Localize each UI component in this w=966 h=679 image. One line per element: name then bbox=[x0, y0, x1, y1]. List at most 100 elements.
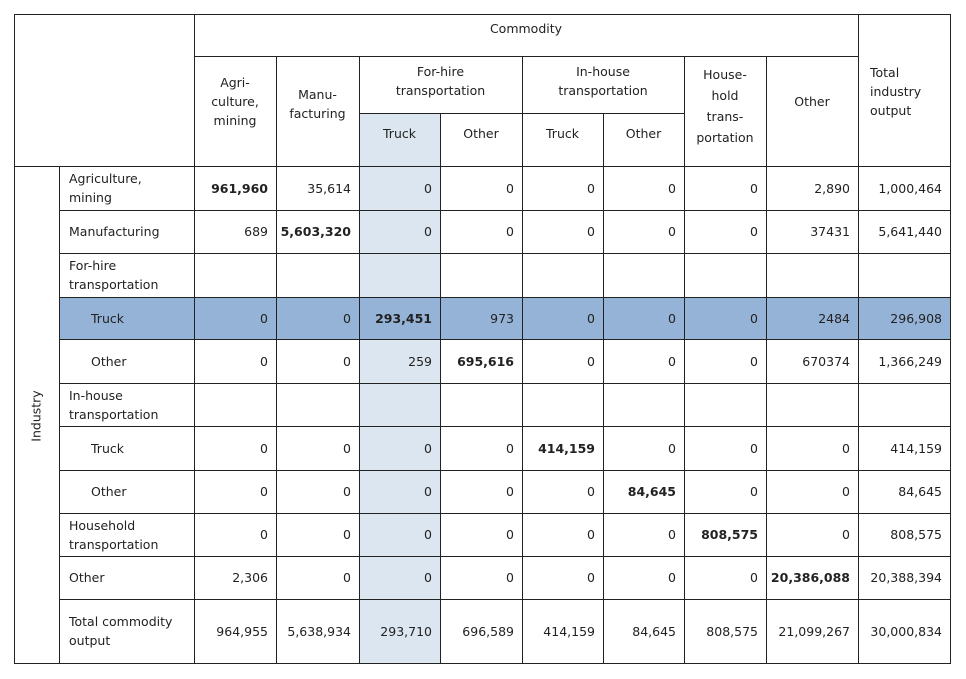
grid-line bbox=[359, 113, 684, 114]
table-cell: 0 bbox=[424, 484, 432, 499]
table-cell: 0 bbox=[668, 527, 676, 542]
table-cell: 0 bbox=[424, 570, 432, 585]
grid-line bbox=[14, 14, 15, 664]
table-cell: 808,575 bbox=[706, 623, 758, 639]
table-cell: 961,960 bbox=[211, 180, 268, 196]
table-cell: 0 bbox=[842, 440, 850, 456]
table-cell: 293,451 bbox=[375, 310, 432, 326]
table-cell: 695,616 bbox=[457, 353, 514, 369]
table-cell: 414,159 bbox=[543, 623, 595, 639]
table-cell: 0 bbox=[343, 440, 351, 456]
col-header-inhouse: In-house transportation bbox=[558, 63, 648, 98]
table-cell bbox=[194, 383, 276, 426]
subcol-inhouse-truck: Truck bbox=[546, 125, 579, 141]
table-cell: 973 bbox=[490, 310, 514, 326]
grid-line bbox=[59, 339, 951, 340]
table-cell: 0 bbox=[587, 484, 595, 499]
table-cell: 0 bbox=[506, 570, 514, 585]
table-cell: 0 bbox=[750, 440, 758, 456]
table-cell: 414,159 bbox=[538, 440, 595, 456]
table-cell: 2,890 bbox=[814, 180, 850, 196]
table-cell: 0 bbox=[587, 224, 595, 239]
table-cell bbox=[359, 383, 440, 426]
table-cell: 84,645 bbox=[632, 623, 676, 639]
table-cell: 30,000,834 bbox=[870, 623, 942, 639]
table-cell: 0 bbox=[668, 224, 676, 239]
table-cell: 5,638,934 bbox=[287, 623, 351, 639]
table-cell: 0 bbox=[750, 224, 758, 239]
col-header-other: Other bbox=[794, 93, 830, 109]
table-cell: 0 bbox=[750, 484, 758, 499]
highlight-row-forhire-truck bbox=[59, 297, 950, 339]
col-header-agri: Agri- culture, mining bbox=[211, 74, 259, 128]
row-label: Total commodity output bbox=[69, 614, 173, 648]
grid-line bbox=[194, 56, 858, 57]
table-cell: 0 bbox=[668, 353, 676, 369]
table-cell: 0 bbox=[842, 527, 850, 542]
industry-header: Industry bbox=[28, 390, 44, 442]
table-cell: 35,614 bbox=[307, 180, 351, 196]
table-cell bbox=[684, 383, 766, 426]
table-cell: 0 bbox=[343, 570, 351, 585]
grid-line bbox=[59, 426, 951, 427]
table-cell: 37431 bbox=[810, 224, 850, 239]
col-header-manu: Manu- facturing bbox=[289, 87, 346, 121]
table-cell: 696,589 bbox=[462, 623, 514, 639]
subcol-forhire-truck: Truck bbox=[383, 125, 416, 141]
table-cell: 0 bbox=[343, 310, 351, 326]
grid-line bbox=[766, 56, 767, 664]
table-cell: 0 bbox=[506, 484, 514, 499]
table-cell bbox=[603, 383, 684, 426]
table-cell bbox=[276, 253, 359, 297]
table-cell: 259 bbox=[408, 353, 432, 369]
row-label: In-house transportation bbox=[69, 387, 159, 422]
table-cell bbox=[440, 383, 522, 426]
grid-line bbox=[59, 470, 951, 471]
table-cell: 1,000,464 bbox=[878, 180, 942, 196]
table-cell bbox=[440, 253, 522, 297]
grid-line bbox=[276, 56, 277, 664]
table-cell: 0 bbox=[260, 310, 268, 326]
table-cell: 0 bbox=[424, 440, 432, 456]
grid-line bbox=[59, 210, 951, 211]
table-cell: 964,955 bbox=[216, 623, 268, 639]
table-cell bbox=[194, 253, 276, 297]
table-cell bbox=[766, 383, 858, 426]
highlight-column-forhire-truck bbox=[359, 113, 440, 664]
grid-line bbox=[14, 14, 951, 15]
table-cell: 0 bbox=[750, 180, 758, 196]
table-cell bbox=[858, 383, 950, 426]
subcol-forhire-other: Other bbox=[463, 125, 499, 141]
grid-line bbox=[440, 113, 441, 664]
table-cell: 0 bbox=[260, 440, 268, 456]
col-header-total: Total industry output bbox=[870, 64, 922, 118]
grid-line bbox=[59, 166, 60, 664]
table-cell: 2484 bbox=[818, 310, 850, 326]
table-cell: 808,575 bbox=[890, 527, 942, 542]
table-cell: 0 bbox=[750, 353, 758, 369]
table-cell: 84,645 bbox=[898, 484, 942, 499]
commodity-header: Commodity bbox=[489, 20, 563, 36]
table-cell: 670374 bbox=[802, 353, 850, 369]
grid-line bbox=[684, 56, 685, 664]
table-cell bbox=[858, 253, 950, 297]
table-cell: 0 bbox=[506, 440, 514, 456]
grid-line bbox=[59, 297, 951, 298]
table-cell: 0 bbox=[750, 570, 758, 585]
table-cell: 0 bbox=[424, 527, 432, 542]
table-cell: 689 bbox=[244, 224, 268, 239]
table-cell: 0 bbox=[587, 570, 595, 585]
grid-line bbox=[14, 166, 951, 167]
grid-line bbox=[59, 513, 951, 514]
table-cell: 0 bbox=[750, 310, 758, 326]
table-cell: 0 bbox=[587, 527, 595, 542]
table-cell: 1,366,249 bbox=[878, 353, 942, 369]
grid-line bbox=[59, 253, 951, 254]
table-cell: 0 bbox=[343, 527, 351, 542]
table-cell: 0 bbox=[668, 310, 676, 326]
table-cell: 808,575 bbox=[701, 527, 758, 542]
table-cell: 0 bbox=[424, 224, 432, 239]
table-cell: 84,645 bbox=[627, 484, 676, 499]
table-cell: 2,306 bbox=[232, 570, 268, 585]
